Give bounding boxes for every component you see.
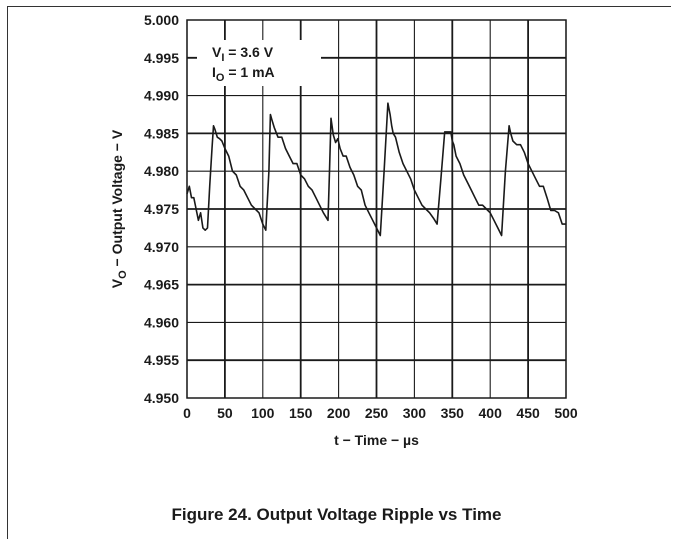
y-tick-label: 4.950 <box>144 390 179 406</box>
x-tick-label: 50 <box>217 405 233 421</box>
ripple-chart: 4.950 4.955 4.960 4.965 4.970 4.975 4.980 4.985… <box>109 12 578 448</box>
y-tick-label: 4.975 <box>144 201 179 217</box>
y-axis-label: VO − Output Voltage − V <box>109 129 129 288</box>
y-tick-label: 4.955 <box>144 352 179 368</box>
x-tick-label: 150 <box>289 405 313 421</box>
y-axis-label-subscript: O <box>117 270 129 279</box>
x-tick-label: 350 <box>441 405 465 421</box>
condition-vi-value: = 3.6 V <box>224 44 273 60</box>
y-tick-label: 4.995 <box>144 50 179 66</box>
y-tick-labels: 4.950 4.955 4.960 4.965 4.970 4.975 4.980 4.985… <box>144 12 179 406</box>
condition-io-value: = 1 mA <box>224 64 274 80</box>
x-tick-labels: 0 50 100 150 200 250 300 350 400 450 500 <box>183 405 578 421</box>
series-line-output-voltage <box>186 102 566 237</box>
plot-border <box>186 19 567 399</box>
y-axis-label-symbol: V <box>109 278 125 288</box>
x-tick-label: 0 <box>183 405 191 421</box>
y-tick-label: 4.960 <box>144 314 179 330</box>
y-axis-label-text: − Output Voltage − V <box>109 129 125 270</box>
x-tick-label: 400 <box>479 405 503 421</box>
y-tick-label: 4.970 <box>144 239 179 255</box>
condition-input-voltage: VI = 3.6 V <box>212 44 274 64</box>
condition-io-subscript: O <box>216 72 225 84</box>
y-tick-label: 4.990 <box>144 88 179 104</box>
x-axis-label: t − Time − µs <box>334 432 419 448</box>
y-tick-label: 4.965 <box>144 277 179 293</box>
condition-vi-symbol: V <box>212 44 222 60</box>
condition-vi-subscript: I <box>221 52 224 64</box>
y-tick-label: 4.985 <box>144 125 179 141</box>
figure-caption: Figure 24. Output Voltage Ripple vs Time <box>171 505 502 524</box>
y-tick-label: 5.000 <box>144 12 179 28</box>
figure-frame <box>7 6 671 539</box>
condition-io-symbol: I <box>212 64 216 80</box>
x-tick-label: 450 <box>516 405 540 421</box>
x-tick-label: 250 <box>365 405 389 421</box>
condition-box <box>197 40 321 86</box>
x-tick-label: 300 <box>403 405 427 421</box>
condition-output-current: IO = 1 mA <box>212 64 275 84</box>
x-tick-label: 200 <box>327 405 351 421</box>
x-tick-label: 100 <box>251 405 275 421</box>
y-tick-label: 4.980 <box>144 163 179 179</box>
x-tick-label: 500 <box>554 405 578 421</box>
